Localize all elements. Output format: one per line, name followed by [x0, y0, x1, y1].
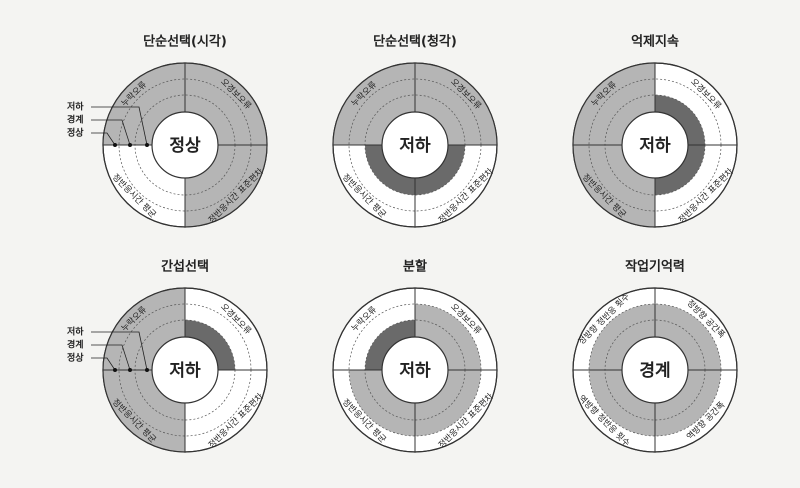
legend-leader	[91, 132, 116, 146]
level-band	[655, 370, 721, 436]
legend-leader	[91, 106, 148, 146]
legend-dot	[145, 143, 149, 147]
legend-label: 경계	[67, 339, 84, 351]
legend-dot	[128, 368, 132, 372]
level-band	[655, 145, 705, 195]
center-circle	[381, 111, 449, 179]
panel-title: 작업기억력	[625, 259, 685, 275]
panel-title: 단순선택(시각)	[143, 34, 227, 50]
level-band	[415, 370, 481, 436]
level-band	[589, 304, 655, 370]
level-band	[655, 95, 705, 145]
center-label: 저하	[169, 361, 201, 381]
level-band	[185, 320, 235, 370]
level-band	[415, 145, 465, 195]
center-circle	[381, 336, 449, 404]
legend-label: 저하	[67, 101, 84, 113]
level-band	[573, 63, 655, 145]
legend-leader	[91, 357, 116, 371]
level-band	[333, 63, 415, 145]
level-band	[573, 145, 655, 227]
legend-leader	[91, 331, 148, 371]
center-circle	[621, 336, 689, 404]
panel-title: 분할	[403, 259, 427, 275]
legend-dot	[113, 143, 117, 147]
panel-title: 간섭선택	[161, 259, 209, 275]
level-band	[365, 145, 415, 195]
center-label: 경계	[639, 361, 670, 381]
legend-dot	[128, 143, 132, 147]
legend-leader	[91, 344, 131, 371]
legend-dot	[145, 368, 149, 372]
level-band	[655, 304, 721, 370]
level-band	[103, 370, 185, 452]
panel-title: 단순선택(청각)	[373, 34, 457, 50]
level-band	[415, 63, 497, 145]
legend-leader	[91, 119, 131, 146]
level-band	[589, 370, 655, 436]
level-band	[185, 63, 267, 145]
panel-title: 억제지속	[631, 35, 679, 50]
legend-label: 정상	[67, 127, 84, 139]
level-band	[365, 320, 415, 370]
center-label: 정상	[169, 136, 201, 156]
legend-label: 저하	[67, 326, 84, 338]
center-circle	[151, 336, 219, 404]
center-circle	[151, 111, 219, 179]
center-label: 저하	[399, 136, 431, 156]
center-label: 저하	[399, 361, 431, 381]
legend-dot	[113, 368, 117, 372]
center-circle	[621, 111, 689, 179]
legend-label: 경계	[67, 114, 84, 126]
center-label: 저하	[639, 136, 671, 156]
legend-label: 정상	[67, 352, 84, 364]
level-band	[349, 370, 415, 436]
level-band	[185, 145, 267, 227]
level-band	[415, 304, 481, 370]
